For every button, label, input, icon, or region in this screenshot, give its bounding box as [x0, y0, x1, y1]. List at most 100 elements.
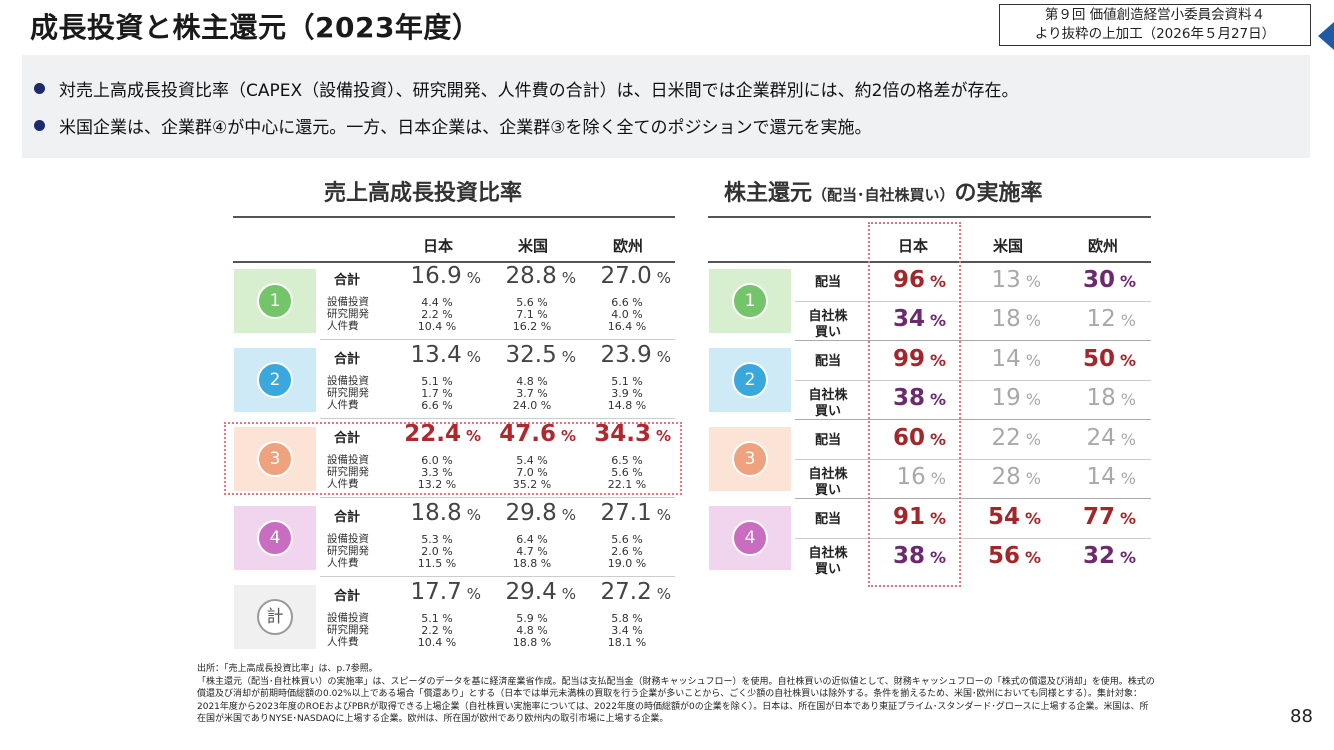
total-value: 28.8% [506, 263, 576, 289]
sub-value: 7.1 % [516, 308, 548, 321]
rate-number: 18 [1086, 385, 1116, 411]
percent-sign: % [655, 427, 671, 445]
group-number-icon: 計 [257, 599, 293, 635]
total-value: 34.3% [594, 421, 671, 447]
group-badge-box: 3 [234, 427, 316, 491]
return-rate-value: 96% [893, 267, 946, 293]
sub-value: 4.0 % [611, 308, 643, 321]
return-rate-value: 14% [992, 346, 1041, 372]
total-value: 22.4% [404, 421, 481, 447]
sub-value: 6.0 % [421, 454, 453, 467]
group-badge-box: 1 [234, 269, 316, 333]
percent-sign: % [1024, 509, 1041, 528]
left-col-rule [233, 261, 675, 263]
group-number-icon: 3 [257, 441, 293, 477]
total-number: 34.3 [594, 421, 651, 447]
return-rate-value: 18% [1087, 385, 1136, 411]
return-rate-value: 56% [988, 543, 1041, 569]
percent-sign: % [1025, 311, 1041, 330]
percent-sign: % [929, 548, 946, 567]
sub-value: 3.7 % [516, 387, 548, 400]
source-line-2: より抜粋の上加工（2026年５月27日） [1034, 26, 1276, 42]
return-rate-value: 34% [893, 306, 946, 332]
percent-sign: % [560, 427, 576, 445]
return-rate-value: 99% [893, 346, 946, 372]
rate-number: 16 [896, 464, 926, 490]
left-section-title: 売上高成長投資比率 [324, 181, 523, 206]
footnotes: 出所：「売上高成長投資比率」は、p.7参照。 「株主還元（配当･自社株買い）の実… [197, 663, 1157, 726]
percent-sign: % [1119, 548, 1136, 567]
return-rate-value: 28% [992, 464, 1041, 490]
group-separator [320, 497, 675, 498]
sub-value: 2.0 % [421, 545, 453, 558]
total-number: 27.0 [600, 263, 652, 289]
total-value: 32.5% [506, 342, 576, 368]
group-badge-box: 2 [234, 348, 316, 412]
sub-label: 研究開発 [327, 466, 369, 478]
sub-value: 5.6 % [611, 533, 643, 546]
sub-value: 22.1 % [607, 478, 647, 491]
percent-sign: % [656, 506, 671, 524]
bullet-item: 米国企業は、企業群④が中心に還元。一方、日本企業は、企業群③を除く全てのポジショ… [34, 113, 871, 138]
group-number-icon: 1 [257, 283, 293, 319]
row-label: 自社株 買い [808, 467, 848, 498]
total-value: 47.6% [499, 421, 576, 447]
total-number: 29.8 [505, 500, 557, 526]
group-separator [320, 339, 675, 340]
percent-sign: % [1119, 351, 1136, 370]
group-number-icon: 4 [257, 520, 293, 556]
percent-sign: % [1120, 311, 1136, 330]
group-separator [320, 418, 675, 419]
percent-sign: % [1025, 351, 1041, 370]
rate-number: 13 [991, 267, 1021, 293]
percent-sign: % [1120, 430, 1136, 449]
percent-sign: % [561, 348, 576, 366]
total-value: 17.7% [411, 579, 481, 605]
row-label: 自社株 買い [808, 388, 848, 419]
sub-value: 5.4 % [516, 454, 548, 467]
rate-number: 19 [991, 385, 1021, 411]
percent-sign: % [929, 311, 946, 330]
rate-number: 14 [991, 346, 1021, 372]
sub-value: 24.0 % [512, 399, 552, 412]
percent-sign: % [561, 269, 576, 287]
total-label: 合計 [334, 431, 361, 446]
right-col-rule [708, 261, 1151, 263]
total-number: 22.4 [404, 421, 461, 447]
sub-label: 設備投資 [327, 454, 369, 466]
percent-sign: % [1024, 548, 1041, 567]
total-label: 合計 [334, 510, 361, 525]
rate-number: 28 [991, 464, 1021, 490]
sub-value: 4.7 % [516, 545, 548, 558]
right-section-title: 株主還元（配当･自社株買い）の実施率 [724, 181, 1043, 206]
sub-value: 5.1 % [421, 612, 453, 625]
group-number-icon: 4 [732, 520, 768, 556]
total-label: 合計 [334, 589, 361, 604]
total-number: 28.8 [505, 263, 557, 289]
sub-value: 6.5 % [611, 454, 643, 467]
sub-label: 研究開発 [327, 387, 369, 399]
page-title: 成長投資と株主還元（2023年度） [30, 11, 481, 44]
percent-sign: % [656, 348, 671, 366]
total-value: 27.0% [601, 263, 671, 289]
sub-value: 1.7 % [421, 387, 453, 400]
sub-value: 5.9 % [516, 612, 548, 625]
sub-label: 設備投資 [327, 375, 369, 387]
return-rate-value: 91% [893, 504, 946, 530]
return-rate-value: 50% [1083, 346, 1136, 372]
sub-value: 5.3 % [421, 533, 453, 546]
return-rate-value: 54% [988, 504, 1041, 530]
sub-value: 3.3 % [421, 466, 453, 479]
row-label: 配当 [814, 354, 841, 369]
rate-number: 14 [1086, 464, 1116, 490]
sub-value: 3.4 % [611, 624, 643, 637]
sub-value: 5.6 % [611, 466, 643, 479]
sub-value: 19.0 % [607, 557, 647, 570]
total-value: 23.9% [601, 342, 671, 368]
percent-sign: % [1025, 272, 1041, 291]
bullet-dot-icon [34, 120, 45, 131]
source-reference-box: 第９回 価値創造経営小委員会資料４ より抜粋の上加工（2026年５月27日） [999, 4, 1311, 46]
sub-value: 11.5 % [417, 557, 457, 570]
sub-value: 7.0 % [516, 466, 548, 479]
left-header-rule [233, 216, 675, 218]
